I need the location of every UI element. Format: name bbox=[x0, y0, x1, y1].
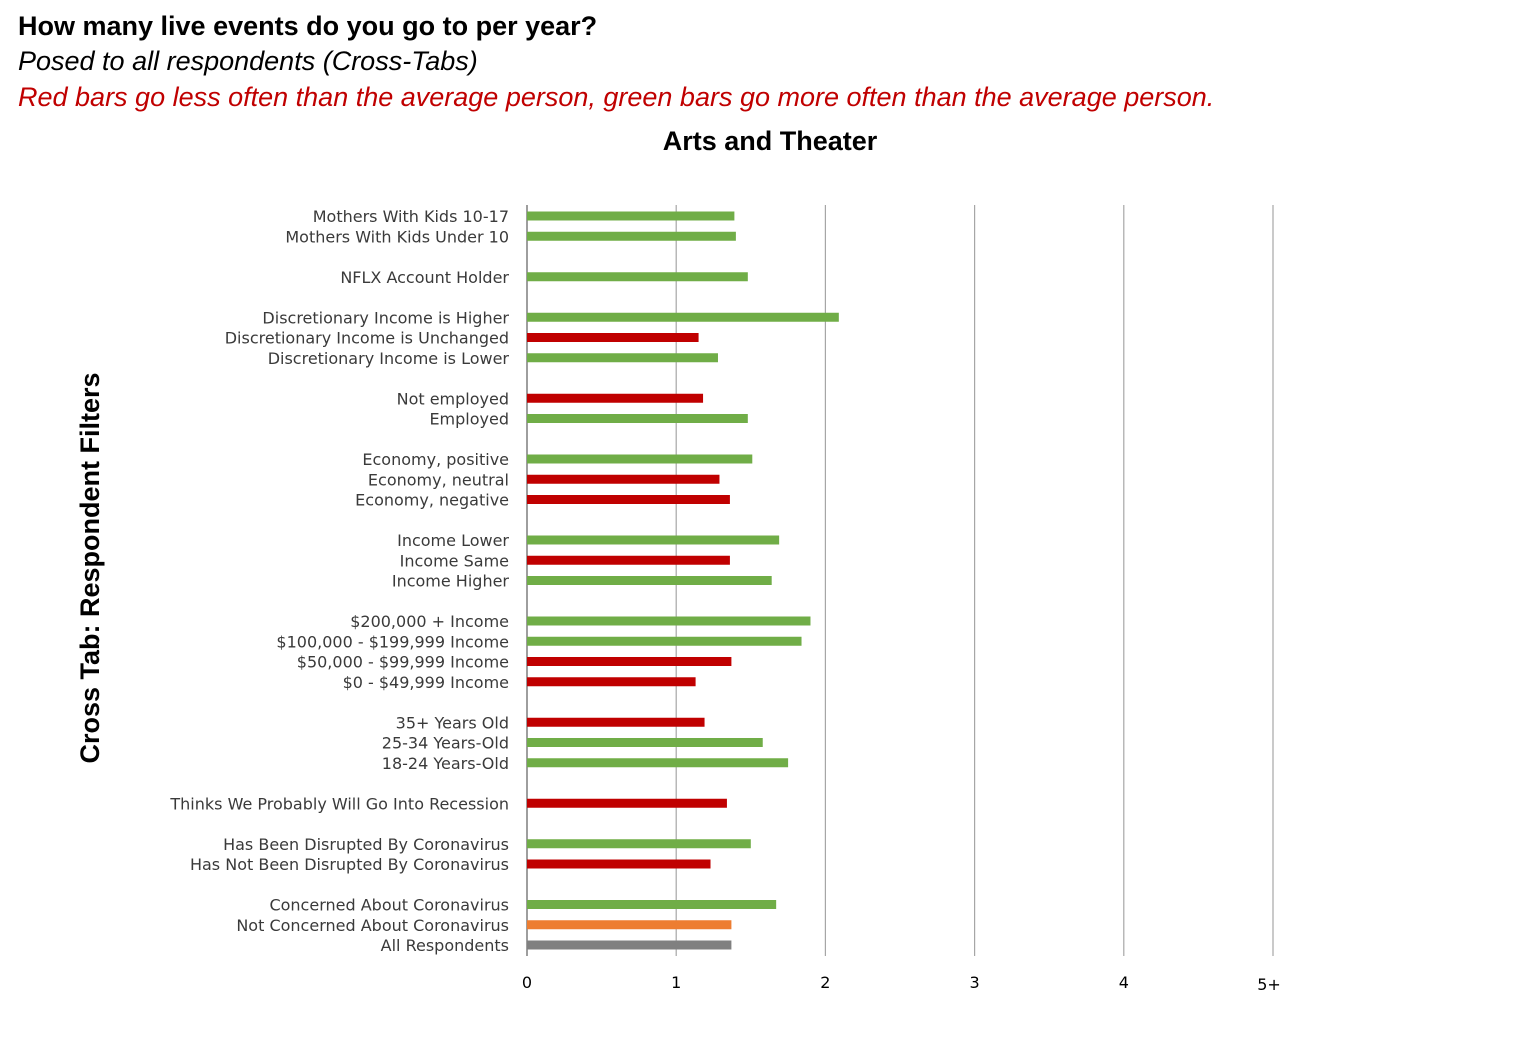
x-tick-label: 1 bbox=[671, 973, 681, 992]
category-label: Thinks We Probably Will Go Into Recessio… bbox=[169, 794, 509, 813]
page-title: How many live events do you go to per ye… bbox=[18, 11, 598, 41]
category-label: 25-34 Years-Old bbox=[382, 734, 509, 753]
bar bbox=[527, 738, 763, 747]
category-label: Income Higher bbox=[392, 572, 510, 591]
bar bbox=[527, 231, 736, 241]
category-label: Not Concerned About Coronavirus bbox=[236, 916, 509, 935]
color-legend-note: Red bars go less often than the average … bbox=[18, 82, 1215, 112]
bar bbox=[527, 333, 699, 342]
bar bbox=[527, 636, 802, 646]
category-label: Economy, negative bbox=[355, 491, 509, 510]
category-label: Economy, positive bbox=[362, 450, 509, 469]
bar bbox=[527, 859, 711, 869]
category-label: Mothers With Kids 10-17 bbox=[313, 207, 509, 226]
x-tick-label: 2 bbox=[820, 973, 830, 992]
x-tick-label: 0 bbox=[522, 973, 532, 992]
category-label: All Respondents bbox=[381, 936, 509, 955]
x-tick-label: 3 bbox=[970, 973, 980, 992]
category-label: $200,000 + Income bbox=[350, 612, 509, 631]
bar bbox=[527, 454, 753, 464]
category-label: Has Been Disrupted By Coronavirus bbox=[223, 835, 509, 854]
category-label: Employed bbox=[429, 410, 509, 429]
bar bbox=[527, 677, 696, 687]
bar bbox=[527, 900, 777, 909]
category-label: Income Same bbox=[400, 551, 509, 570]
category-label: 35+ Years Old bbox=[396, 713, 509, 732]
x-tick-label: 4 bbox=[1119, 973, 1129, 992]
category-label: Income Lower bbox=[397, 531, 509, 550]
y-axis-title: Cross Tab: Respondent Filters bbox=[75, 372, 105, 763]
page-subtitle: Posed to all respondents (Cross-Tabs) bbox=[18, 46, 478, 76]
gridlines bbox=[526, 205, 1274, 956]
category-label: Has Not Been Disrupted By Coronavirus bbox=[190, 855, 509, 874]
bar bbox=[527, 312, 839, 322]
category-label: Discretionary Income is Higher bbox=[262, 308, 509, 327]
x-tick-label: 5+ bbox=[1257, 975, 1281, 994]
bar bbox=[527, 576, 772, 585]
bar bbox=[527, 555, 730, 565]
bar bbox=[527, 353, 718, 363]
bar bbox=[527, 414, 748, 423]
category-label: $100,000 - $199,999 Income bbox=[276, 632, 509, 651]
category-label: Discretionary Income is Lower bbox=[268, 349, 510, 368]
category-label: NFLX Account Holder bbox=[340, 268, 509, 287]
category-label: Discretionary Income is Unchanged bbox=[225, 329, 509, 348]
bar bbox=[527, 616, 811, 626]
bar bbox=[527, 393, 704, 403]
bar bbox=[527, 657, 732, 666]
bar bbox=[527, 839, 751, 849]
bar bbox=[527, 717, 705, 727]
bar bbox=[527, 535, 780, 545]
category-label: $50,000 - $99,999 Income bbox=[297, 653, 509, 672]
bar bbox=[527, 920, 732, 930]
bar bbox=[527, 211, 735, 221]
bar bbox=[527, 798, 727, 808]
bar bbox=[527, 495, 730, 504]
category-label: Concerned About Coronavirus bbox=[269, 896, 509, 915]
bars bbox=[527, 211, 839, 950]
chart-title: Arts and Theater bbox=[663, 126, 878, 156]
bar bbox=[527, 758, 789, 768]
category-label: Mothers With Kids Under 10 bbox=[285, 227, 509, 246]
category-label: Economy, neutral bbox=[368, 470, 509, 489]
category-label: $0 - $49,999 Income bbox=[343, 673, 509, 692]
category-label: 18-24 Years-Old bbox=[382, 754, 509, 773]
bar bbox=[527, 474, 720, 484]
bar bbox=[527, 940, 732, 950]
bar bbox=[527, 272, 748, 282]
x-tick-labels: 0 1 2 3 4 5+ bbox=[522, 973, 1281, 994]
category-label: Not employed bbox=[397, 389, 509, 408]
